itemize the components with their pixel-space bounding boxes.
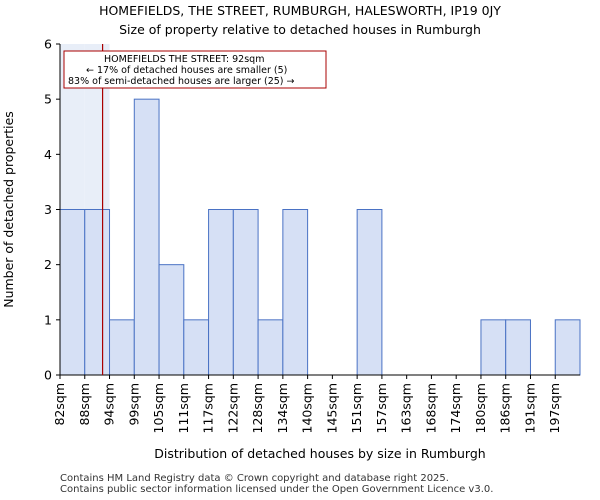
bar-88sqm — [84, 209, 111, 376]
x-tick-label-99sqm: 99sqm — [126, 383, 141, 426]
y-tick-label-6: 6 — [44, 37, 52, 52]
y-tick-label-4: 4 — [44, 147, 52, 162]
x-tick-label-134sqm: 134sqm — [275, 383, 290, 433]
bar-180sqm — [480, 319, 507, 376]
bar-111sqm — [183, 319, 210, 376]
bar-134sqm — [282, 209, 309, 376]
y-tick-label-1: 1 — [44, 312, 52, 327]
bar-94sqm — [109, 319, 135, 376]
bar-186sqm — [505, 319, 531, 376]
x-tick-label-151sqm: 151sqm — [349, 383, 364, 433]
bar-117sqm — [208, 209, 234, 376]
bar-122sqm — [232, 209, 259, 376]
footer-line-1: Contains HM Land Registry data © Crown c… — [60, 473, 449, 484]
bar-128sqm — [257, 319, 284, 376]
annotation-line-2: ← 17% of detached houses are smaller (5) — [86, 65, 287, 76]
chart-title: HOMEFIELDS, THE STREET, RUMBURGH, HALESW… — [99, 3, 501, 18]
x-tick-label-122sqm: 122sqm — [225, 383, 240, 433]
x-tick-label-174sqm: 174sqm — [448, 383, 463, 433]
x-tick-label-145sqm: 145sqm — [324, 383, 339, 433]
bar-99sqm — [133, 98, 160, 376]
x-tick-label-88sqm: 88sqm — [77, 383, 92, 426]
x-tick-label-191sqm: 191sqm — [522, 383, 537, 433]
y-tick-label-3: 3 — [44, 202, 52, 217]
bar-151sqm — [356, 209, 383, 376]
x-tick-label-94sqm: 94sqm — [102, 383, 117, 426]
x-tick-label-163sqm: 163sqm — [399, 383, 414, 433]
annotation-line-3: 83% of semi-detached houses are larger (… — [68, 76, 295, 87]
x-tick-label-197sqm: 197sqm — [547, 383, 562, 433]
x-axis-title: Distribution of detached houses by size … — [154, 446, 485, 461]
x-tick-label-111sqm: 111sqm — [176, 383, 191, 433]
x-tick-label-128sqm: 128sqm — [250, 383, 265, 433]
annotation-box — [63, 50, 327, 89]
bar-82sqm — [59, 209, 86, 376]
x-tick-label-117sqm: 117sqm — [201, 383, 216, 433]
x-tick-label-180sqm: 180sqm — [473, 383, 488, 433]
y-tick-label-5: 5 — [44, 92, 52, 107]
y-tick-label-2: 2 — [44, 257, 52, 272]
chart-subtitle: Size of property relative to detached ho… — [119, 22, 481, 37]
bar-105sqm — [158, 264, 185, 376]
bar-197sqm — [554, 319, 581, 376]
x-tick-label-82sqm: 82sqm — [52, 383, 67, 426]
y-tick-label-0: 0 — [44, 368, 52, 383]
x-tick-label-105sqm: 105sqm — [151, 383, 166, 433]
x-tick-label-168sqm: 168sqm — [423, 383, 438, 433]
x-tick-label-186sqm: 186sqm — [498, 383, 513, 433]
x-tick-label-140sqm: 140sqm — [300, 383, 315, 433]
y-axis-title: Number of detached properties — [1, 111, 16, 308]
footer-line-2: Contains public sector information licen… — [60, 484, 494, 495]
annotation-line-1: HOMEFIELDS THE STREET: 92sqm — [104, 54, 264, 65]
x-tick-label-157sqm: 157sqm — [374, 383, 389, 433]
